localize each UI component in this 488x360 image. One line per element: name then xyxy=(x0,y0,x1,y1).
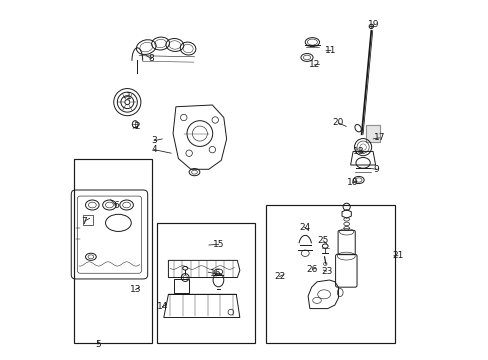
Text: 14: 14 xyxy=(156,302,168,311)
Text: 3: 3 xyxy=(151,136,157,145)
Text: 19: 19 xyxy=(367,20,379,29)
Bar xyxy=(365,125,379,142)
Text: 20: 20 xyxy=(332,118,343,127)
Text: 15: 15 xyxy=(213,240,224,249)
Text: 17: 17 xyxy=(373,133,385,142)
Text: 16: 16 xyxy=(209,269,221,278)
Text: 7: 7 xyxy=(81,217,87,226)
Text: 13: 13 xyxy=(129,285,141,294)
Text: 9: 9 xyxy=(373,165,379,174)
Text: 4: 4 xyxy=(151,145,157,154)
Text: 18: 18 xyxy=(352,147,364,156)
Text: 11: 11 xyxy=(325,46,336,55)
Text: 10: 10 xyxy=(346,178,357,187)
Text: 26: 26 xyxy=(306,265,317,274)
Text: 6: 6 xyxy=(113,201,119,210)
Bar xyxy=(74,158,152,342)
Text: 21: 21 xyxy=(391,251,403,260)
Text: 23: 23 xyxy=(320,267,332,276)
Text: 2: 2 xyxy=(134,122,140,131)
Text: 25: 25 xyxy=(317,236,328,245)
Text: 12: 12 xyxy=(308,60,319,69)
Bar xyxy=(157,223,255,342)
Bar xyxy=(265,205,394,342)
Bar xyxy=(365,125,379,142)
Text: 24: 24 xyxy=(298,222,309,231)
Bar xyxy=(174,279,189,293)
Text: 5: 5 xyxy=(95,340,101,349)
Text: 8: 8 xyxy=(148,54,154,63)
Text: 22: 22 xyxy=(273,272,285,281)
Text: 1: 1 xyxy=(125,91,131,100)
Bar xyxy=(82,215,93,225)
